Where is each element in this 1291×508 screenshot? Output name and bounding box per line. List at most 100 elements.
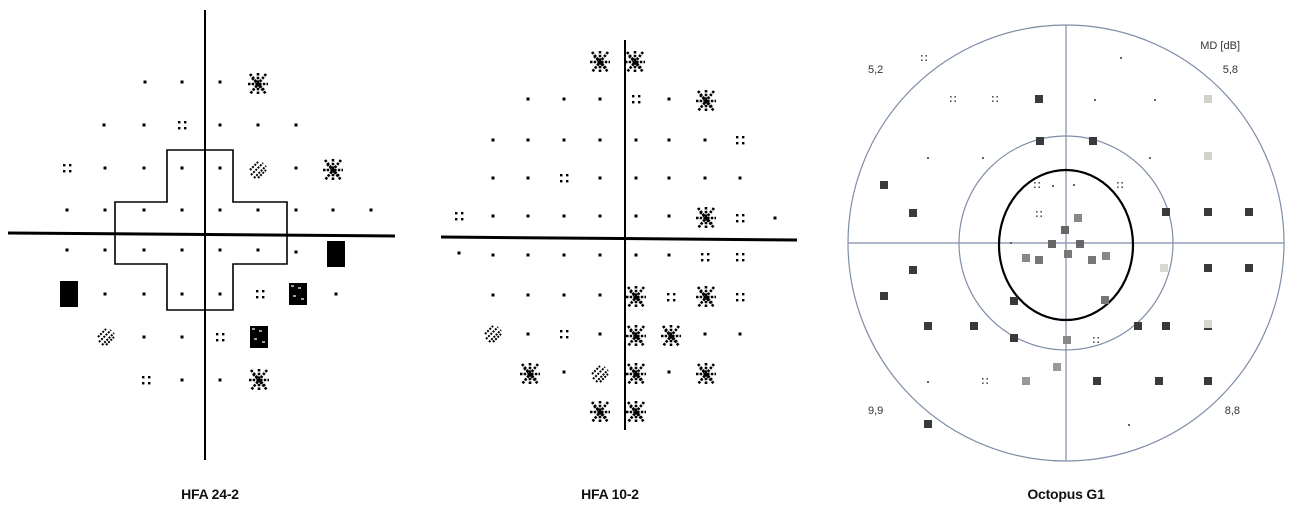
hfa24-symbol-diagonal — [249, 161, 267, 179]
hfa10-symbol-dot — [667, 176, 671, 180]
octopus-square-light — [1160, 264, 1168, 272]
hfa10-symbol-dot — [562, 253, 566, 257]
hfa24-symbol-dot — [369, 208, 373, 212]
octopus-fourdot — [1093, 337, 1099, 343]
octopus-fourdot — [992, 96, 998, 102]
hfa24-symbol-dot — [180, 292, 184, 296]
hfa10-symbol-dot — [526, 253, 530, 257]
hfa10-symbol-dot — [634, 176, 638, 180]
hfa10-symbol-dot — [491, 293, 495, 297]
hfa10-symbol-dot — [526, 97, 530, 101]
hfa10-symbol-dot — [634, 214, 638, 218]
axes — [440, 40, 798, 430]
hfa10-symbol-dot — [562, 97, 566, 101]
octopus-square-gray — [1101, 296, 1109, 304]
octopus-square-black — [880, 292, 888, 300]
octopus-square-black — [1035, 95, 1043, 103]
hfa10-symbol-dot — [598, 293, 602, 297]
hfa24-symbol-dot — [180, 378, 184, 382]
hfa10-symbol-dot — [526, 176, 530, 180]
hfa10-symbol-dot — [598, 138, 602, 142]
hfa10-symbol-dot — [634, 253, 638, 257]
octopus-dot — [1094, 99, 1096, 101]
octopus-squares — [880, 95, 1253, 428]
hfa24-symbol-dot — [294, 250, 298, 254]
octopus-square-black — [880, 181, 888, 189]
hfa10-symbol-dot — [703, 176, 707, 180]
grid — [847, 24, 1285, 462]
octopus-square-gray — [1053, 363, 1061, 371]
octopus-square-gray — [1088, 256, 1096, 264]
hfa10-symbol-dot — [491, 138, 495, 142]
hfa10-symbol-dot — [667, 214, 671, 218]
octopus-square-gray — [1074, 214, 1082, 222]
octopus-dot — [927, 157, 929, 159]
octopus-fourdot — [982, 378, 988, 384]
hfa10-symbol-dot — [457, 251, 461, 255]
octopus-g1-caption: Octopus G1 — [1027, 486, 1105, 502]
octopus-dot — [927, 381, 929, 383]
hfa10-symbol-dot — [526, 293, 530, 297]
hfa24-symbol-dot — [142, 335, 146, 339]
hfa24-symbol-dot — [256, 248, 260, 252]
hfa10-symbol-fourdot — [667, 293, 676, 302]
hfa24-symbols — [60, 73, 373, 391]
octopus-square-black — [1010, 334, 1018, 342]
hfa10-symbol-dot — [598, 332, 602, 336]
octopus-dots — [927, 57, 1156, 426]
hfa24-symbol-fourdot — [216, 333, 225, 342]
octopus-square-black — [1204, 264, 1212, 272]
hfa24-symbol-dot — [103, 292, 107, 296]
hfa24-symbol-dot — [142, 292, 146, 296]
octopus-square-black — [1162, 322, 1170, 330]
hfa10-symbol-cross — [661, 325, 681, 347]
hfa24-symbol-dot — [218, 292, 222, 296]
octopus-square-black — [1204, 208, 1212, 216]
octopus-square-black — [909, 266, 917, 274]
central-cross-outline — [114, 149, 288, 311]
hfa10-symbol-cross — [696, 286, 716, 308]
hfa10-symbol-fourdot — [632, 95, 641, 104]
hfa24-symbol-dot — [218, 80, 222, 84]
hfa24-symbol-dot — [331, 208, 335, 212]
octopus-fourdot — [1034, 182, 1040, 188]
hfa10-symbol-cross — [520, 363, 540, 385]
md-upper-right: 5,8 — [1223, 64, 1238, 76]
hfa24-symbol-cross — [323, 159, 343, 181]
md-upper-left: 5,2 — [868, 64, 883, 76]
hfa10-symbol-dot — [526, 214, 530, 218]
hfa10-symbol-cross — [626, 401, 646, 423]
hfa24-symbol-dot — [102, 123, 106, 127]
octopus-square-gray — [1076, 240, 1084, 248]
octopus-square-black — [1204, 377, 1212, 385]
hfa10-symbol-fourdot — [736, 253, 745, 262]
hfa24-symbol-dot — [103, 208, 107, 212]
hfa24-symbol-dot — [142, 123, 146, 127]
octopus-g1-plot: MD [dB] 5,2 5,8 9,9 8,8 — [840, 0, 1291, 470]
octopus-square-black — [1089, 137, 1097, 145]
octopus-square-gray — [1035, 256, 1043, 264]
hfa10-symbol-fourdot — [455, 212, 464, 221]
hfa24-symbol-cross — [248, 73, 268, 95]
hfa10-symbol-dot — [667, 253, 671, 257]
octopus-square-black — [924, 322, 932, 330]
octopus-square-black — [1134, 322, 1142, 330]
hfa-10-2-caption: HFA 10-2 — [581, 486, 639, 502]
octopus-dot — [1010, 242, 1012, 244]
hfa10-symbol-dot — [562, 293, 566, 297]
central-ellipse — [997, 168, 1135, 322]
hfa24-symbol-dot — [218, 123, 222, 127]
hfa24-symbol-dot — [142, 166, 146, 170]
octopus-square-light — [1204, 152, 1212, 160]
hfa-10-2-plot — [435, 0, 805, 470]
hfa24-symbol-dot — [142, 248, 146, 252]
hfa10-symbol-dot — [526, 138, 530, 142]
hfa10-symbol-diagonal — [591, 365, 609, 383]
octopus-fourdot — [1036, 211, 1042, 217]
hfa10-symbol-fourdot — [736, 293, 745, 302]
hfa10-symbol-dot — [667, 138, 671, 142]
hfa10-symbol-dot — [562, 214, 566, 218]
hfa10-symbol-dot — [598, 97, 602, 101]
hfa10-symbol-fourdot — [701, 253, 710, 262]
octopus-square-black — [1093, 377, 1101, 385]
